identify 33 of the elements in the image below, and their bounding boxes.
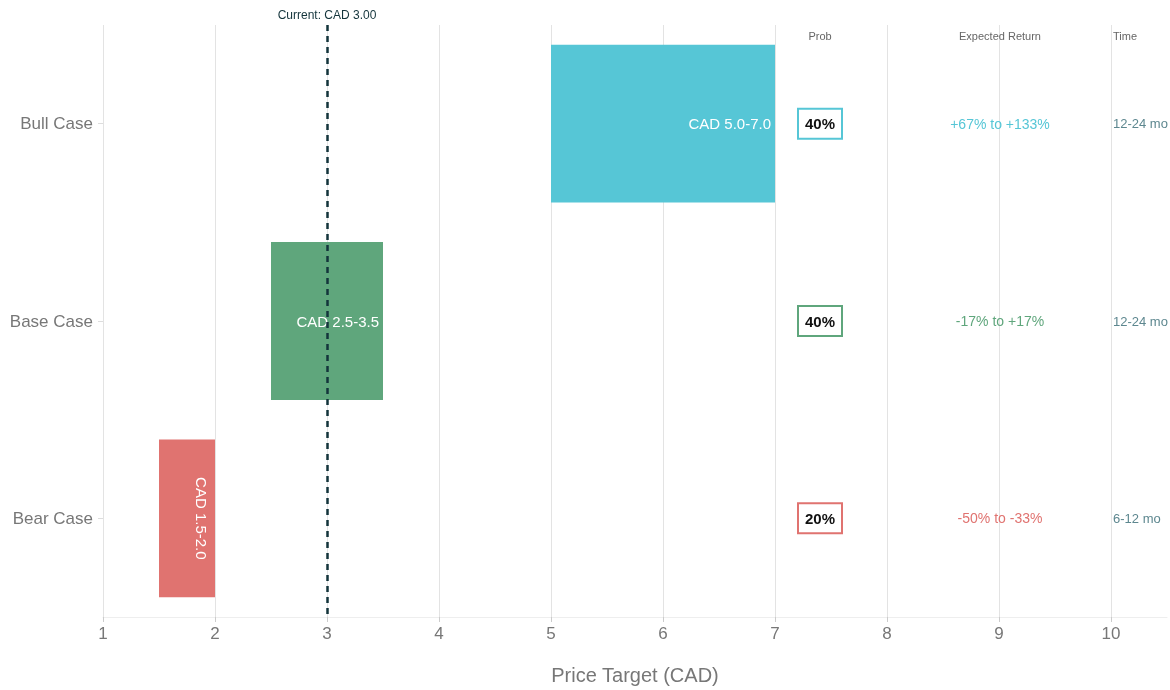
annotation: 12-24 mo	[1113, 313, 1168, 329]
x-tick-label: 4	[434, 624, 444, 643]
annotation: 40%	[804, 312, 836, 330]
annotation: 40%	[804, 115, 836, 133]
annotation: 20%	[804, 509, 836, 527]
y-tick-label: Bear Case	[12, 508, 93, 528]
annotation: Time	[1113, 30, 1138, 42]
x-tick-label: 8	[882, 624, 892, 643]
bar	[159, 439, 215, 598]
annotation: Prob	[808, 30, 832, 42]
x-tick-label: 3	[322, 624, 332, 643]
y-tick-label: Base Case	[9, 311, 93, 331]
annotation: -50% to -33%	[957, 510, 1043, 527]
bar	[271, 242, 383, 400]
x-tick-label: 1	[98, 624, 108, 643]
annotation: 6-12 mo	[1113, 510, 1161, 526]
x-tick-label: 5	[546, 624, 556, 643]
x-axis-title: Price Target (CAD)	[551, 664, 719, 686]
data-label: CAD 1.5-2.0	[192, 477, 210, 560]
x-tick-label: 10	[1101, 624, 1121, 643]
annotation: +67% to +133%	[950, 115, 1050, 132]
annotation: Expected Return	[959, 30, 1041, 42]
x-tick-label: 6	[658, 624, 668, 643]
annotation: -17% to +17%	[955, 313, 1045, 329]
x-tick-label: 2	[210, 624, 220, 643]
annotation: 12-24 mo	[1113, 116, 1168, 132]
data-label: CAD 5.0-7.0	[688, 115, 771, 133]
bar	[551, 44, 775, 203]
y-tick-label: Bull Case	[20, 114, 93, 134]
x-tick-label: 9	[994, 624, 1004, 643]
data-label: CAD 2.5-3.5	[296, 312, 379, 330]
x-tick-label: 7	[770, 624, 780, 643]
ref-line-label: Current: CAD 3.00	[277, 8, 377, 22]
